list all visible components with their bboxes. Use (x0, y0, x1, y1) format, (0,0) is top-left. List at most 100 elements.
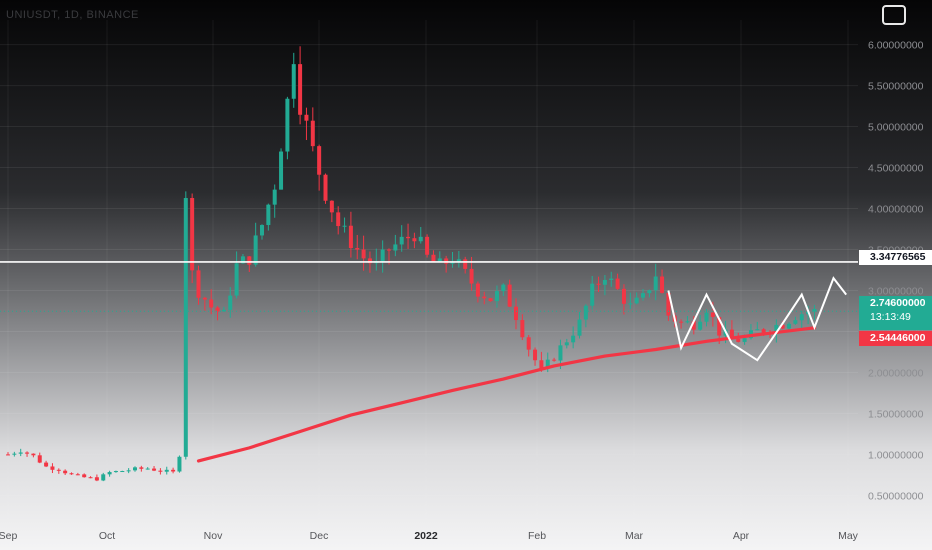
candle-body (406, 236, 411, 239)
candle-body (215, 307, 220, 312)
candle-body (323, 174, 328, 201)
candle-body (698, 321, 703, 330)
candle-body (329, 200, 334, 213)
candle-body (304, 114, 309, 121)
candle-body (279, 151, 284, 190)
candle-body (799, 314, 804, 321)
candle-body (247, 256, 252, 265)
resistance-price-tag: 3.34776565 (859, 250, 932, 265)
candle-body (475, 283, 480, 297)
candle-body (456, 259, 461, 263)
candle-body (399, 236, 404, 245)
candle-body (88, 477, 93, 479)
candle-body (18, 452, 23, 454)
candle-body (260, 225, 264, 236)
candle-body (298, 64, 303, 115)
candle-body (545, 359, 550, 369)
candle-body (31, 453, 36, 456)
candle-body (501, 284, 506, 292)
candle-body (564, 342, 569, 346)
candle-body (425, 236, 430, 255)
candle-body (469, 268, 474, 284)
candle-body (171, 469, 176, 472)
time-tick-label: Sep (0, 530, 17, 542)
candle-body (666, 292, 671, 316)
candle-body (761, 329, 766, 333)
candle-body (272, 189, 277, 205)
candle-body (660, 276, 665, 293)
candle-body (37, 455, 42, 463)
time-tick-label: Nov (204, 530, 223, 542)
candle-body (488, 298, 493, 302)
candle-body (774, 324, 779, 333)
candle-body (113, 471, 118, 473)
candle-body (75, 474, 80, 476)
resistance-price-label: 3.34776565 (870, 251, 926, 263)
time-tick-label: Feb (528, 530, 546, 542)
price-tick-label: 3.00000000 (868, 285, 924, 297)
moving-average-price-label: 2.54446000 (870, 332, 926, 344)
candle-body (812, 308, 817, 312)
price-tick-label: 5.00000000 (868, 122, 924, 134)
candle-body (482, 296, 487, 299)
candle-body (463, 259, 468, 269)
price-tick-label: 1.50000000 (868, 408, 924, 420)
zigzag-drawing[interactable] (667, 276, 847, 362)
candle-body (393, 244, 398, 251)
candle-body (704, 312, 709, 322)
moving-average-polyline (196, 326, 817, 463)
candle-body (12, 453, 17, 455)
candle-body (355, 248, 360, 250)
candle-body (94, 477, 99, 481)
candle-body (120, 471, 125, 473)
candle-body (583, 305, 588, 320)
last-price-label: 2.74600000 (870, 297, 926, 309)
candle-body (56, 469, 61, 471)
candle-body (367, 258, 372, 264)
candle-body (285, 98, 290, 152)
candle-body (596, 283, 601, 285)
candle-body (387, 249, 391, 251)
candle-body (139, 467, 144, 469)
candle-body (145, 468, 150, 470)
candle-body (158, 470, 163, 472)
time-tick-label: Dec (310, 530, 329, 542)
price-tick-label: 1.00000000 (868, 449, 924, 461)
candle-body (310, 120, 315, 147)
candle-body (152, 468, 157, 471)
candle-body (342, 225, 347, 227)
time-tick-label: Oct (99, 530, 115, 542)
candle-body (164, 469, 169, 472)
price-tick-label: 4.50000000 (868, 163, 924, 175)
price-tick-label: 6.00000000 (868, 40, 924, 52)
zigzag-polyline[interactable] (667, 276, 847, 362)
candle-body (787, 323, 792, 329)
candle-body (634, 297, 639, 304)
time-tick-label: Mar (625, 530, 644, 542)
candle-body (82, 474, 87, 478)
candle-body (291, 64, 296, 99)
candle-body (742, 338, 747, 342)
candle-body (571, 335, 576, 343)
candlestick-series (0, 46, 858, 482)
candle-body (526, 337, 531, 350)
candle-body (228, 295, 233, 310)
price-tick-label: 0.50000000 (868, 490, 924, 502)
candle-body (736, 338, 741, 342)
candle-body (348, 225, 353, 249)
candle-body (679, 321, 684, 323)
candle-body (621, 288, 626, 304)
candle-body (691, 321, 696, 330)
candle-body (196, 270, 201, 298)
candle-body (63, 470, 68, 474)
candle-body (6, 454, 10, 456)
candle-body (44, 462, 49, 467)
fullscreen-button[interactable] (882, 5, 906, 25)
chart-grid (0, 20, 858, 520)
candle-body (240, 256, 245, 264)
candle-body (317, 146, 322, 175)
candle-body (50, 466, 55, 470)
candle-body (183, 198, 188, 457)
candle-body (533, 349, 538, 361)
